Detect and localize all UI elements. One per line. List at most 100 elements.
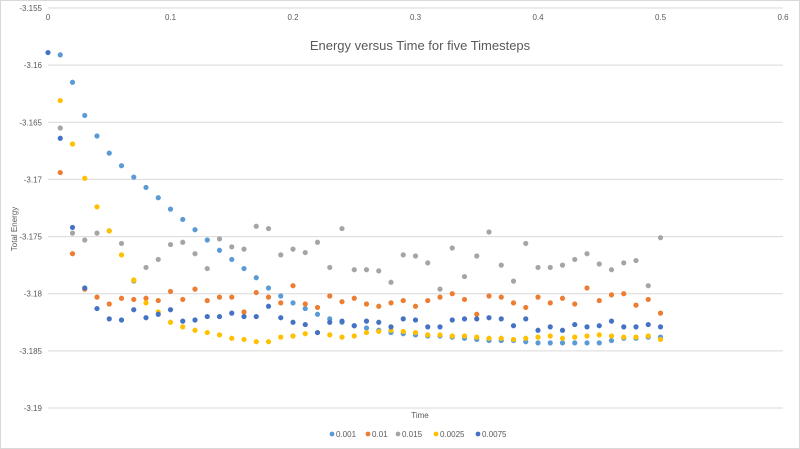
data-point (143, 295, 149, 301)
data-point (608, 337, 615, 344)
data-point (486, 335, 492, 341)
x-tick-label: 0 (46, 13, 51, 22)
data-point (327, 293, 333, 299)
data-point (498, 316, 504, 322)
data-point (425, 297, 431, 304)
data-point (131, 307, 137, 313)
series-2 (57, 125, 664, 292)
data-point (461, 316, 468, 322)
x-tick-labels: 0 0.1 0.2 0.3 0.4 0.5 0.6 (46, 13, 789, 22)
data-point (559, 335, 566, 341)
data-point (510, 278, 517, 284)
data-point (584, 285, 590, 291)
data-point (192, 286, 198, 292)
data-point (143, 264, 149, 271)
data-point (584, 333, 590, 339)
x-tick-label: 0.4 (532, 13, 544, 22)
data-point (388, 279, 394, 285)
data-point (94, 133, 100, 139)
data-point (327, 319, 333, 325)
data-point (118, 252, 125, 258)
data-point (314, 239, 321, 245)
data-point (339, 318, 345, 324)
data-point (204, 237, 210, 243)
y-tick-label: -3.19 (24, 404, 43, 413)
data-point (535, 340, 541, 346)
data-point (621, 260, 627, 266)
data-point (645, 321, 651, 328)
data-point (94, 294, 100, 300)
data-point (94, 230, 100, 236)
data-point (510, 336, 517, 343)
data-point (437, 324, 443, 330)
data-point (241, 336, 247, 343)
data-point (180, 318, 186, 324)
data-point (192, 227, 198, 233)
y-tick-label: -3.155 (19, 4, 42, 13)
data-point (302, 305, 308, 312)
data-point (314, 329, 321, 336)
data-point (608, 333, 615, 339)
data-point (547, 324, 553, 330)
data-point (229, 310, 235, 316)
data-point (253, 275, 259, 281)
data-point (69, 230, 76, 236)
data-point (498, 335, 504, 341)
data-point (608, 292, 615, 298)
data-point (69, 79, 76, 85)
data-point (290, 300, 296, 306)
data-point (118, 163, 125, 169)
data-point (265, 294, 272, 300)
data-point (180, 239, 186, 245)
data-point (437, 294, 443, 300)
x-tick-label: 0.5 (655, 13, 667, 22)
data-point (167, 241, 174, 248)
data-point (278, 334, 284, 340)
data-point (290, 319, 296, 325)
data-point (400, 316, 406, 322)
data-point (216, 332, 223, 338)
legend-marker (475, 431, 481, 437)
data-point (69, 251, 76, 257)
data-point (596, 261, 602, 267)
data-point (376, 319, 382, 325)
data-point (167, 307, 174, 313)
data-point (167, 319, 174, 325)
data-point (572, 340, 578, 346)
data-point (155, 297, 161, 304)
gridlines (48, 7, 783, 409)
data-point (241, 309, 247, 315)
data-point (118, 240, 125, 247)
data-point (584, 340, 590, 346)
data-point (314, 311, 321, 317)
data-point (167, 288, 174, 295)
data-point (645, 283, 651, 289)
data-point (204, 313, 210, 320)
legend-item-label: 0.015 (402, 430, 423, 439)
y-tick-label: -3.16 (24, 61, 43, 70)
data-point (657, 324, 664, 330)
y-tick-label: -3.185 (19, 347, 42, 356)
data-point (535, 327, 541, 333)
data-point (155, 195, 161, 201)
data-point (241, 246, 247, 252)
data-point (241, 265, 247, 272)
legend-marker (433, 431, 439, 437)
data-point (449, 333, 455, 339)
data-point (657, 235, 664, 241)
data-point (657, 310, 664, 316)
legend-item-label: 0.0075 (482, 430, 507, 439)
data-point (57, 97, 63, 104)
data-point (180, 324, 186, 330)
data-point (388, 300, 394, 306)
data-point (400, 328, 406, 335)
data-point (388, 324, 394, 330)
data-point (118, 317, 125, 323)
legend-marker (395, 431, 401, 437)
data-point (216, 313, 223, 320)
legend-item-label: 0.01 (372, 430, 388, 439)
data-point (253, 339, 259, 345)
data-point (510, 323, 517, 329)
data-point (437, 332, 443, 338)
data-point (547, 340, 553, 346)
